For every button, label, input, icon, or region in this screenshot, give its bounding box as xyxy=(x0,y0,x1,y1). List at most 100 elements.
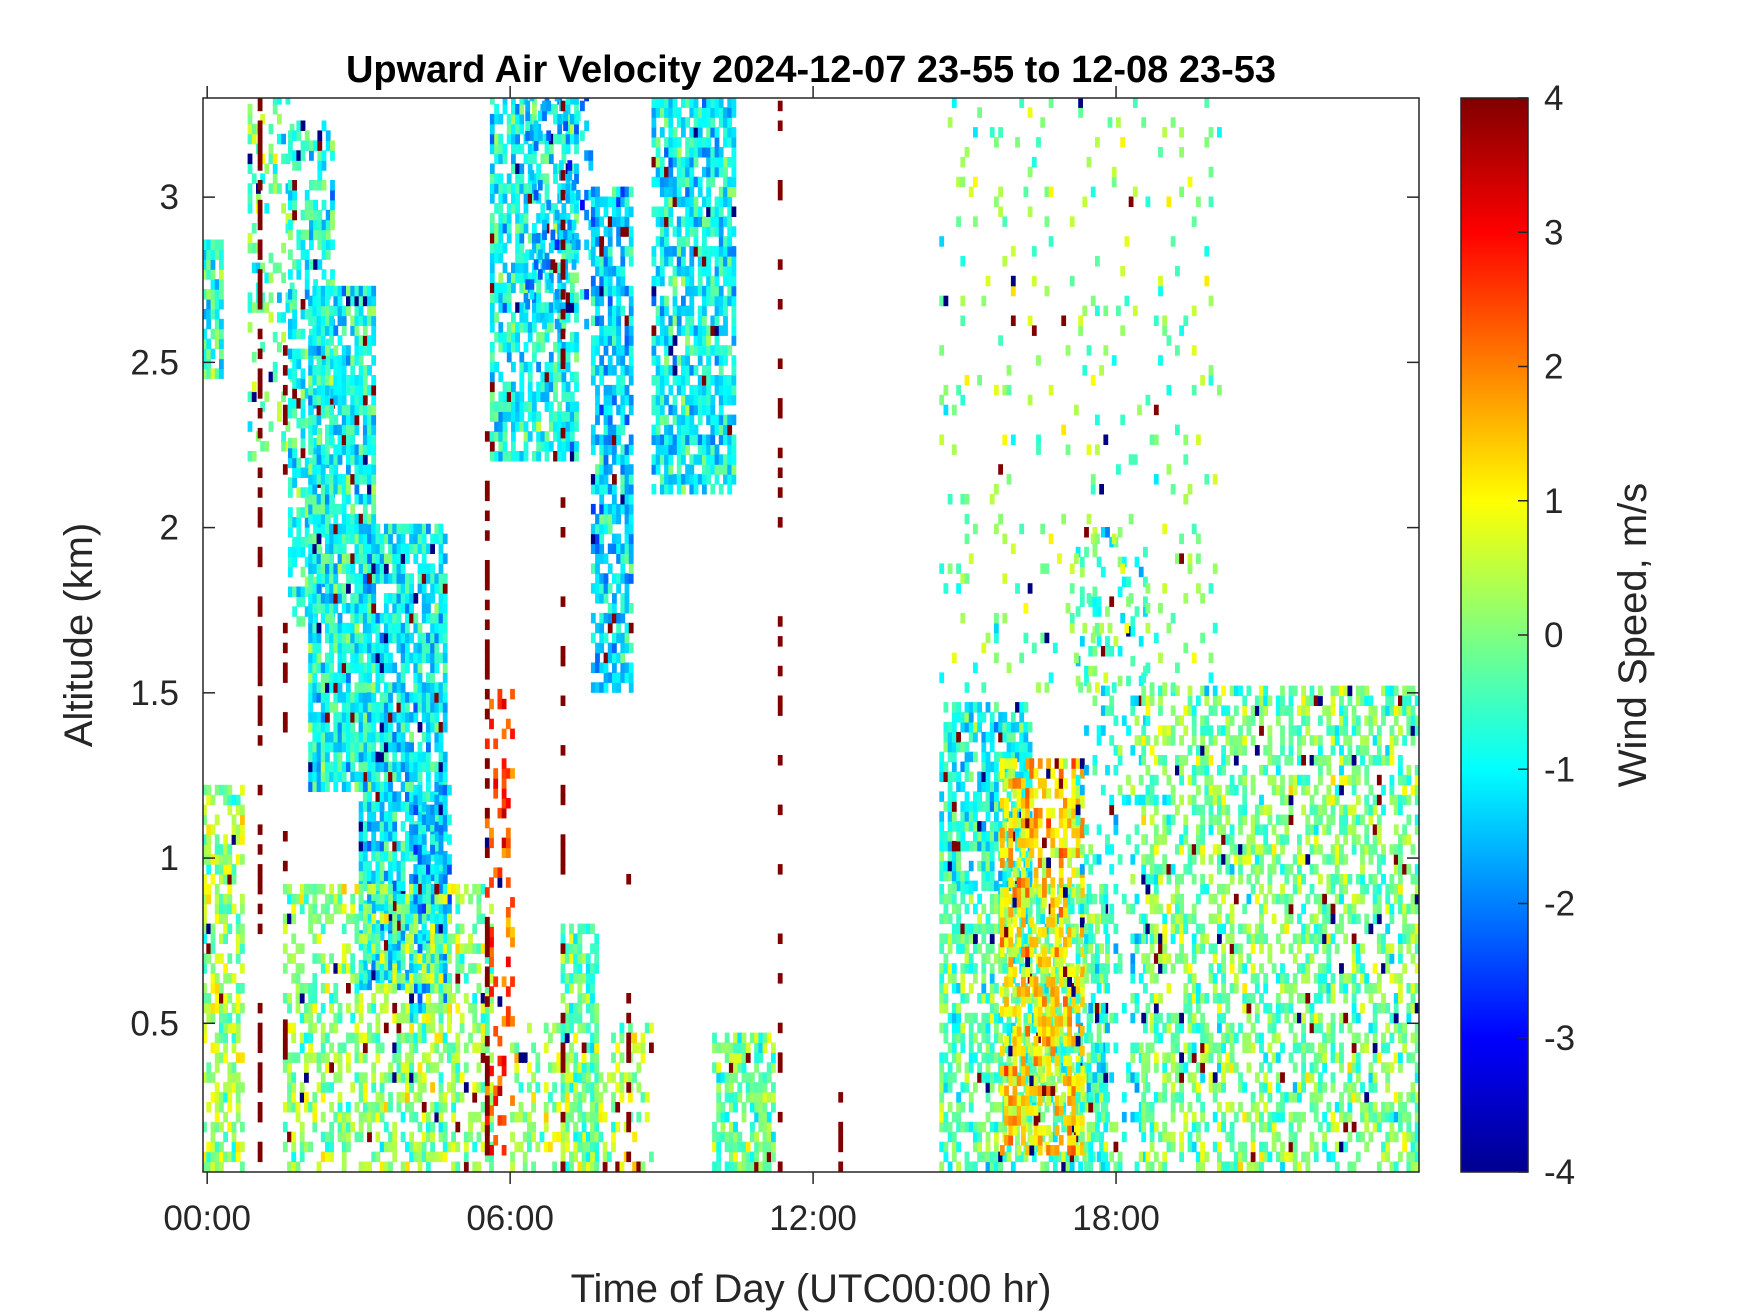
heatmap-cell xyxy=(489,341,495,353)
heatmap-cell xyxy=(531,1092,536,1103)
heatmap-cell xyxy=(405,543,410,554)
heatmap-cell xyxy=(367,513,372,525)
heatmap-cell xyxy=(371,1072,377,1083)
heatmap-cell xyxy=(421,583,427,594)
heatmap-cell xyxy=(438,933,444,944)
heatmap-cell xyxy=(392,1052,398,1063)
heatmap-cell xyxy=(676,246,682,257)
heatmap-cell xyxy=(304,308,310,320)
heatmap-cell xyxy=(206,993,212,1004)
heatmap-cell xyxy=(442,973,448,984)
heatmap-cell xyxy=(497,807,503,819)
heatmap-cell xyxy=(329,993,334,1004)
heatmap-cell xyxy=(354,1072,360,1083)
heatmap-cell xyxy=(581,1092,587,1103)
heatmap-cell xyxy=(655,156,661,168)
heatmap-cell xyxy=(316,751,322,763)
heatmap-cell xyxy=(498,183,504,194)
heatmap-cell xyxy=(537,249,543,260)
heatmap-cell xyxy=(375,893,381,905)
heatmap-cell xyxy=(616,196,621,207)
heatmap-cell xyxy=(333,1111,339,1123)
heatmap-cell xyxy=(421,1082,427,1093)
heatmap-cell xyxy=(489,441,495,452)
heatmap-cell xyxy=(676,236,682,247)
heatmap-cell xyxy=(543,1121,549,1133)
heatmap-cell xyxy=(300,408,306,419)
heatmap-cell xyxy=(577,1062,583,1073)
heatmap-cell xyxy=(367,761,372,773)
heatmap-cell xyxy=(371,993,377,1004)
heatmap-cell xyxy=(383,761,389,773)
heatmap-cell xyxy=(214,844,220,855)
heatmap-cell xyxy=(655,137,661,148)
heatmap-cell xyxy=(341,722,347,733)
heatmap-cell xyxy=(628,355,634,366)
heatmap-cell xyxy=(590,424,596,436)
heatmap-cell xyxy=(595,256,600,267)
heatmap-cell xyxy=(223,834,228,845)
heatmap-cell xyxy=(434,804,440,816)
heatmap-cell xyxy=(362,662,368,673)
heatmap-cell xyxy=(346,573,351,584)
heatmap-cell xyxy=(484,1115,490,1126)
heatmap-cell xyxy=(463,1161,469,1172)
heatmap-cell xyxy=(532,302,537,313)
heatmap-cell xyxy=(312,731,318,743)
heatmap-cell xyxy=(616,226,621,237)
heatmap-cell xyxy=(321,358,327,369)
heatmap-cell xyxy=(223,933,228,944)
heatmap-cell xyxy=(672,186,678,198)
heatmap-cell xyxy=(325,345,330,356)
heatmap-cell xyxy=(206,259,212,270)
heatmap-cell xyxy=(615,1102,621,1113)
heatmap-cell xyxy=(527,401,533,412)
heatmap-cell xyxy=(405,1062,410,1073)
heatmap-cell xyxy=(494,203,499,214)
heatmap-cell xyxy=(515,252,520,264)
heatmap-cell xyxy=(718,166,724,178)
heatmap-cell xyxy=(511,113,516,125)
heatmap-cell xyxy=(616,216,621,227)
heatmap-cell xyxy=(620,464,626,475)
heatmap-cell xyxy=(552,1131,557,1143)
heatmap-cell xyxy=(388,1141,393,1153)
heatmap-cell xyxy=(219,913,224,925)
heatmap-cell xyxy=(388,722,393,733)
heatmap-cell xyxy=(288,368,293,379)
heatmap-cell xyxy=(371,593,377,604)
heatmap-cell xyxy=(333,642,339,654)
heatmap-cell xyxy=(590,943,595,954)
heatmap-cell xyxy=(350,573,356,584)
heatmap-cell xyxy=(664,147,669,158)
heatmap-cell xyxy=(540,203,546,214)
heatmap-cell xyxy=(603,612,609,624)
heatmap-cell xyxy=(676,315,682,326)
heatmap-cell xyxy=(569,943,574,954)
heatmap-cell xyxy=(607,543,613,554)
heatmap-cell xyxy=(569,272,575,283)
heatmap-cell xyxy=(308,583,313,594)
heatmap-cell xyxy=(426,1022,431,1034)
heatmap-cell xyxy=(624,464,630,475)
heatmap-cell xyxy=(476,913,482,925)
heatmap-cell xyxy=(214,338,220,350)
heatmap-cell xyxy=(223,913,228,925)
heatmap-cell xyxy=(292,606,297,617)
heatmap-cell xyxy=(706,166,711,178)
heatmap-cell xyxy=(219,289,224,300)
heatmap-cell xyxy=(501,976,507,987)
heatmap-cell xyxy=(320,903,326,915)
heatmap-cell xyxy=(494,451,499,462)
heatmap-cell xyxy=(214,279,220,290)
heatmap-cell xyxy=(337,642,343,654)
heatmap-cell xyxy=(405,1141,410,1153)
heatmap-cell xyxy=(320,1151,326,1163)
heatmap-cell xyxy=(400,712,406,723)
heatmap-cell xyxy=(430,1151,435,1163)
heatmap-cell xyxy=(590,1052,595,1063)
heatmap-cell xyxy=(442,553,448,564)
heatmap-cell xyxy=(599,573,605,584)
heatmap-cell xyxy=(300,596,306,607)
heatmap-cell xyxy=(383,573,389,584)
